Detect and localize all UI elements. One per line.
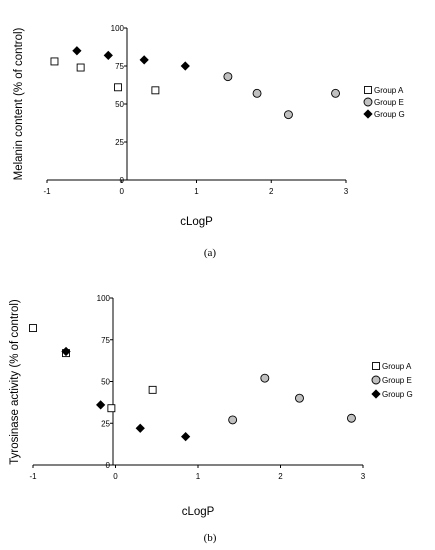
legend: Group A Group E Group G <box>371 362 413 399</box>
x-tick-label: -1 <box>43 187 51 196</box>
legend-label: Group A <box>374 86 404 95</box>
y-axis-title: Tyrosinase activity (% of control) <box>9 299 21 465</box>
x-axis-title: cLogP <box>180 216 213 228</box>
y-tick-label: 75 <box>115 62 124 71</box>
data-point <box>181 431 191 442</box>
y-axis-title: Melanin content (% of control) <box>13 27 25 180</box>
data-point <box>223 72 233 82</box>
x-tick-label: 1 <box>196 472 201 481</box>
data-point <box>331 88 340 98</box>
data-point <box>283 110 293 120</box>
x-tick-label: 0 <box>120 187 125 196</box>
data-point <box>260 373 270 383</box>
data-point <box>29 324 37 333</box>
legend-label: Group E <box>374 98 404 107</box>
data-point <box>151 86 160 95</box>
x-tick-label: 3 <box>361 472 366 481</box>
x-tick-label: 1 <box>194 187 199 196</box>
data-point <box>228 415 238 425</box>
x-tick-label: 0 <box>113 472 118 481</box>
y-tick-label: 25 <box>101 419 110 428</box>
legend-marker <box>371 389 381 399</box>
data-point <box>295 393 304 403</box>
data-point <box>139 55 149 65</box>
legend-marker <box>372 362 380 370</box>
data-point <box>252 88 262 98</box>
series-group-e <box>223 72 340 120</box>
series-group-g <box>61 346 191 442</box>
data-point <box>135 423 145 433</box>
y-tick-label: 0 <box>120 176 125 185</box>
data-point <box>76 63 85 72</box>
data-point <box>107 404 116 413</box>
y-tick-label: 25 <box>115 138 124 147</box>
data-point <box>180 61 190 71</box>
y-tick-label: 75 <box>101 336 110 345</box>
y-tick-label: 0 <box>106 461 111 470</box>
data-point <box>114 83 122 92</box>
legend-marker <box>363 97 373 107</box>
y-tick-label: 100 <box>111 24 125 33</box>
data-point <box>347 413 356 423</box>
legend-marker <box>364 86 372 94</box>
data-point <box>72 46 82 56</box>
legend-label: Group G <box>374 110 405 119</box>
series-group-g <box>72 46 190 71</box>
legend-label: Group A <box>382 362 412 371</box>
legend-label: Group G <box>382 390 413 399</box>
data-point <box>96 400 106 410</box>
legend-marker <box>363 109 373 119</box>
data-point <box>103 50 113 60</box>
series-group-e <box>228 373 356 425</box>
chart-panel-1: -1 0 1 2 3 0 25 50 75 100 Melanin content (% of co… <box>13 24 405 259</box>
x-axis-title: cLogP <box>182 506 215 518</box>
series-group-a <box>29 324 157 413</box>
panel-label: (a) <box>204 247 217 259</box>
y-tick-label: 50 <box>101 378 110 387</box>
x-tick-label: -1 <box>29 472 37 481</box>
data-point <box>50 57 59 66</box>
y-tick-label: 100 <box>97 294 111 303</box>
y-tick-label: 50 <box>115 100 124 109</box>
series-group-a <box>50 57 160 95</box>
x-tick-label: 2 <box>269 187 274 196</box>
legend-marker <box>371 375 381 385</box>
x-tick-label: 2 <box>278 472 283 481</box>
legend-label: Group E <box>382 376 412 385</box>
panel-label: (b) <box>204 532 217 544</box>
legend: Group A Group E Group G <box>363 86 405 119</box>
data-point <box>61 346 71 357</box>
x-tick-label: 3 <box>344 187 349 196</box>
data-point <box>148 385 157 394</box>
chart-panel-2: -1 0 1 2 3 0 25 50 75 100 Tyrosinase activity (% o… <box>9 294 413 544</box>
